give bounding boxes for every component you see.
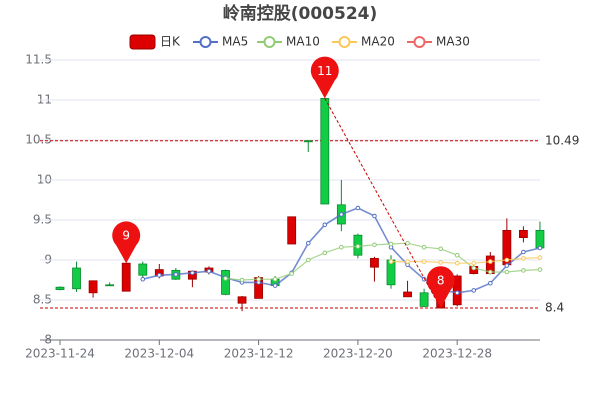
ma-point (521, 268, 526, 273)
ma-point (272, 283, 278, 288)
legend-icon (199, 36, 212, 48)
ma-point (339, 212, 344, 217)
ma-point (504, 257, 510, 263)
legend-label: MA10 (286, 35, 320, 49)
y-tick-label: 10.5 (25, 133, 52, 147)
ma-point (454, 252, 460, 258)
ma-point (355, 244, 361, 249)
ma-line (225, 242, 540, 281)
candle-body (303, 140, 313, 143)
candle-body (72, 267, 81, 290)
x-tick-label: 2023-12-12 (224, 347, 294, 361)
legend-icon (263, 36, 276, 48)
ma-point (305, 257, 311, 263)
x-tick-label: 2023-12-04 (124, 347, 194, 361)
ma-point (405, 240, 410, 246)
ma-point (339, 244, 344, 250)
x-tick-label: 2023-12-28 (422, 347, 492, 361)
ma-line (391, 257, 540, 264)
candle-body (287, 216, 297, 245)
ma-point (488, 280, 493, 286)
ma-point (206, 268, 212, 274)
ma-point (322, 222, 328, 228)
ma-point (190, 270, 195, 276)
ma-point (388, 241, 394, 247)
ma-point (521, 249, 526, 255)
ma-point (537, 255, 543, 260)
candle-body (403, 291, 412, 298)
ma-point (454, 290, 460, 296)
candle-body (121, 262, 131, 292)
ma-point (488, 259, 493, 264)
ma-point (239, 277, 245, 283)
ma-point (504, 269, 510, 275)
ma-point (157, 272, 162, 278)
y-tick-label: 11.5 (25, 53, 52, 67)
marker-label: 11 (317, 64, 332, 78)
ma-point (140, 276, 146, 282)
legend-icon (338, 36, 351, 48)
reference-label: 8.4 (545, 301, 564, 315)
candle-body (452, 275, 462, 306)
candle-body (105, 284, 115, 287)
ma-point (521, 256, 526, 261)
candle-body (370, 257, 379, 268)
ma-point (372, 213, 377, 219)
ma-point (272, 276, 278, 282)
ma-point (537, 245, 543, 251)
candle-body (237, 296, 247, 304)
candle-body (535, 229, 545, 249)
marker-pin (112, 221, 141, 264)
candle-body (221, 269, 230, 295)
chart-title: 岭南控股(000524) (223, 3, 378, 24)
ma-point (372, 242, 377, 248)
ma-point (322, 250, 328, 256)
marker-pin (310, 56, 339, 99)
ma-point (289, 271, 295, 276)
candle-body (88, 280, 98, 294)
candle-body (419, 292, 429, 307)
ma-point (471, 265, 477, 271)
ma-point (421, 244, 427, 250)
x-tick-label: 2023-11-24 (25, 347, 95, 361)
reference-label: 10.49 (545, 133, 579, 147)
ma-point (256, 276, 261, 282)
ma-point (471, 260, 477, 266)
legend-label: MA5 (222, 35, 248, 49)
ma-point (454, 260, 460, 266)
candle-body (55, 286, 65, 291)
ma-point (438, 260, 443, 265)
legend-label: MA20 (361, 35, 395, 49)
ma-point (504, 263, 510, 268)
candle-body (138, 263, 148, 276)
max-min-line (324, 98, 442, 309)
marker-pin (426, 266, 455, 308)
legend: 日K MA5 MA10 MA20 MA30 (129, 34, 470, 50)
ma-point (421, 259, 427, 264)
legend-icon (129, 34, 156, 50)
ma-point (405, 259, 410, 264)
ma-point (388, 259, 394, 264)
candle-body (320, 98, 330, 205)
legend-label: MA30 (436, 35, 470, 49)
marker-label: 8 (437, 274, 445, 288)
ma-point (173, 272, 179, 277)
x-tick-label: 2023-12-20 (323, 347, 393, 361)
ma-point (223, 276, 228, 281)
marker-label: 9 (122, 229, 130, 243)
ma-point (488, 269, 493, 275)
ma-point (471, 288, 477, 293)
legend-label: 日K (160, 35, 181, 49)
ma-point (305, 240, 311, 246)
ma-point (537, 267, 543, 272)
candle-body (519, 229, 528, 238)
ma-point (355, 205, 361, 211)
legend-icon (413, 36, 426, 48)
ma-point (438, 246, 443, 252)
